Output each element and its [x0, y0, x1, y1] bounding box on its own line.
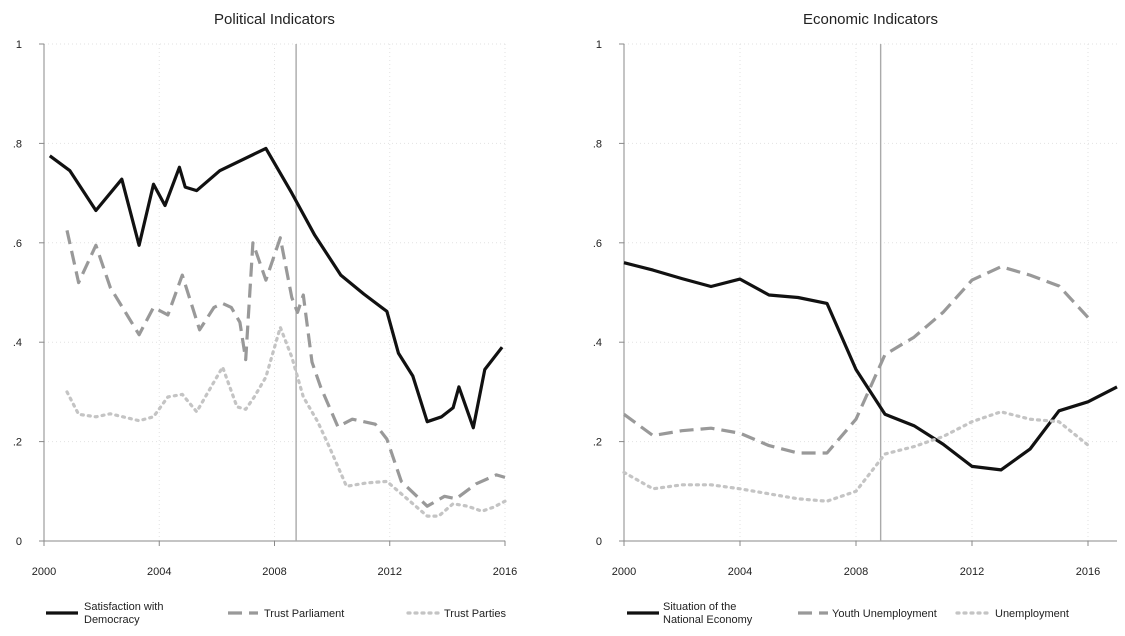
series-line-3 — [65, 325, 507, 518]
series-line-3 — [622, 410, 1090, 503]
y-tick-label: .2 — [13, 437, 22, 449]
legend-label-line: Unemployment — [995, 608, 1069, 620]
series-line-1 — [623, 261, 1118, 472]
x-tick-label: 2008 — [844, 566, 868, 578]
legend-label: Satisfaction with Democracy — [84, 601, 163, 626]
y-tick-label: .4 — [593, 337, 602, 349]
x-tick-label: 2008 — [262, 566, 286, 578]
legend-label: Trust Parliament — [264, 608, 344, 620]
y-tick-label: .8 — [13, 138, 22, 150]
panel-1: Political Indicators 0 .2 .4 .6 .8 1 2000 2004 20… — [13, 11, 517, 626]
x-tick-label: 2004 — [147, 566, 171, 578]
legend-label: Situation of the National Economy — [663, 601, 753, 626]
legend-label-line: Satisfaction with — [84, 601, 163, 613]
x-tick-label: 2016 — [493, 566, 517, 578]
legend: Situation of the National Economy Youth Un… — [627, 601, 1069, 626]
x-tick-label: 2000 — [32, 566, 56, 578]
y-tick-label: 1 — [16, 39, 22, 51]
x-tick-label: 2012 — [960, 566, 984, 578]
legend-label: Trust Parties — [444, 608, 506, 620]
panel-2: Economic Indicators 0 .2 .4 .6 .8 1 2000 2004 200… — [593, 11, 1118, 626]
y-tick-label: .6 — [593, 238, 602, 250]
legend-label-line: Democracy — [84, 614, 140, 626]
x-tick-label: 2004 — [728, 566, 752, 578]
series-line-2 — [623, 265, 1090, 455]
y-tick-label: .8 — [593, 138, 602, 150]
legend-label-line: Trust Parties — [444, 608, 506, 620]
y-tick-label: .4 — [13, 337, 22, 349]
x-tick-label: 2012 — [378, 566, 402, 578]
legend-label: Youth Unemployment — [832, 608, 937, 620]
y-tick-label: 0 — [16, 536, 22, 548]
x-tick-label: 2016 — [1076, 566, 1100, 578]
series-line-2 — [65, 230, 506, 508]
series-line-1 — [48, 146, 504, 430]
y-tick-label: .6 — [13, 238, 22, 250]
legend-label-line: National Economy — [663, 614, 753, 626]
x-tick-label: 2000 — [612, 566, 636, 578]
panel-title: Economic Indicators — [803, 11, 938, 28]
y-tick-label: 1 — [596, 39, 602, 51]
y-tick-label: .2 — [593, 437, 602, 449]
legend-label-line: Youth Unemployment — [832, 608, 937, 620]
legend-label: Unemployment — [995, 608, 1069, 620]
legend-label-line: Situation of the — [663, 601, 736, 613]
y-tick-label: 0 — [596, 536, 602, 548]
panel-title: Political Indicators — [214, 11, 335, 28]
legend-label-line: Trust Parliament — [264, 608, 344, 620]
legend: Satisfaction with Democracy Trust Parliame… — [46, 601, 506, 626]
